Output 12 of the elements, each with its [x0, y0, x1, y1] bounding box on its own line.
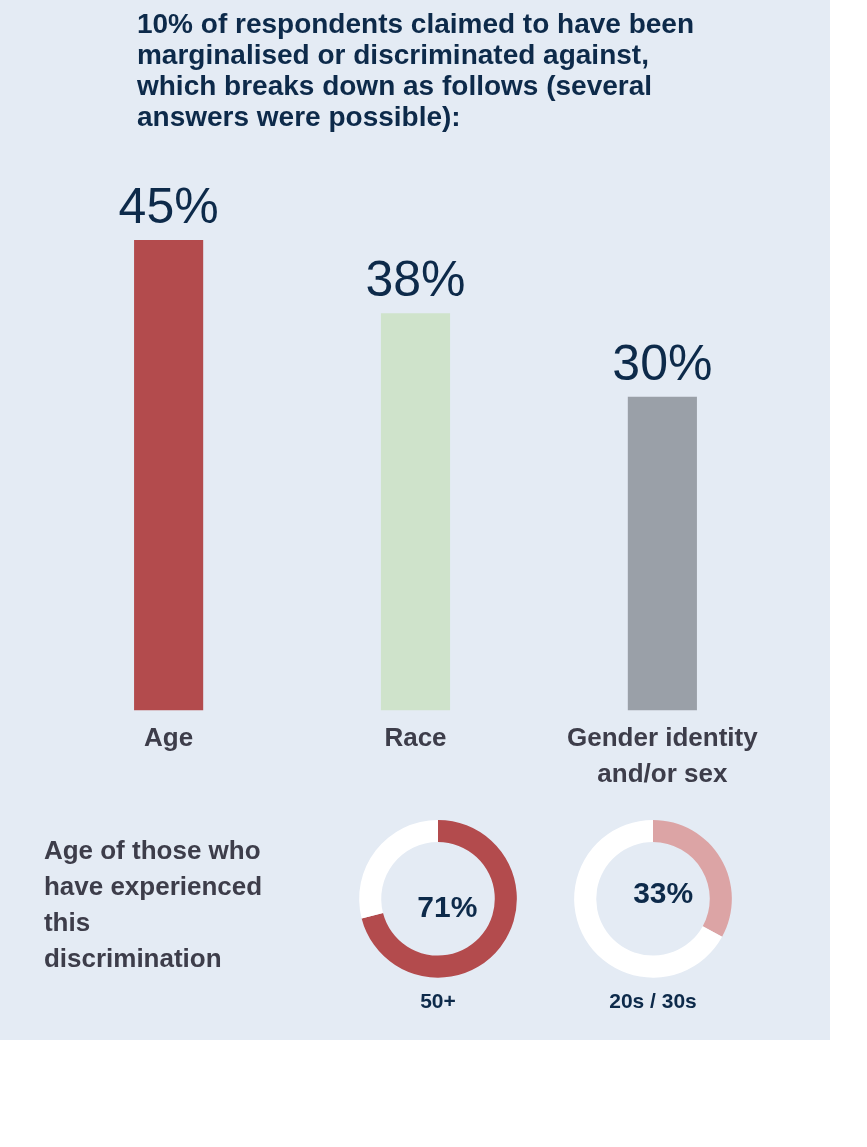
chart-title: 10% of respondents claimed to have been marginalised or discriminated against, which breaks down as follows (several answers were possible): [135, 7, 695, 132]
data-label: 71% [417, 889, 478, 923]
x-tick-label: Race [384, 721, 447, 752]
x-tick-label: Gender identity and/or sex [567, 721, 759, 788]
data-label: 33% [633, 876, 694, 910]
text: 20s / 30s [609, 989, 697, 1013]
data-label: 30% [612, 334, 713, 391]
text: Age of those who have experienced this discrimination [43, 834, 263, 973]
x-tick-label: Age [144, 721, 194, 752]
data-label: 45% [118, 178, 219, 235]
text: 50+ [420, 988, 456, 1012]
data-label: 38% [365, 251, 466, 308]
